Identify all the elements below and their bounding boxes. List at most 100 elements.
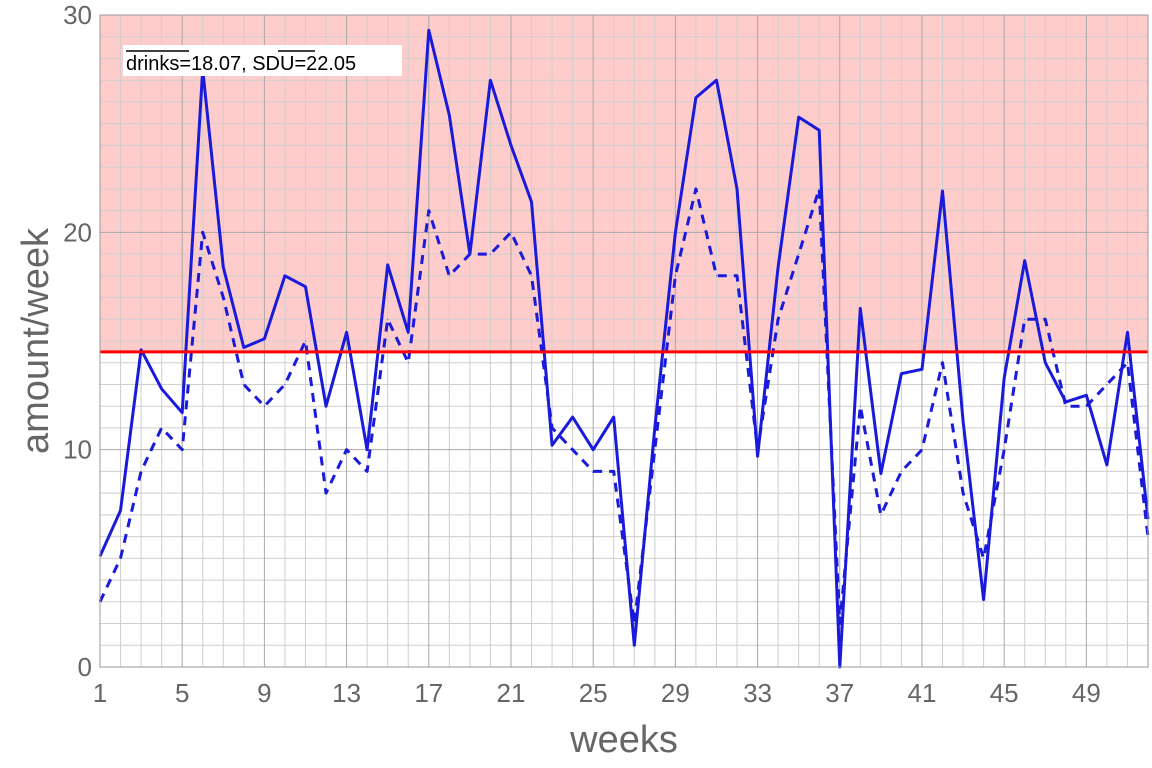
data-point-drinks	[736, 188, 738, 190]
data-point-sdu	[900, 470, 902, 472]
data-point-drinks	[448, 114, 450, 116]
data-point-sdu	[222, 297, 224, 299]
data-point-sdu	[387, 318, 389, 320]
data-point-drinks	[1024, 260, 1026, 262]
data-point-drinks	[489, 79, 491, 81]
y-tick-label: 20	[63, 217, 92, 247]
data-point-drinks	[1126, 331, 1128, 333]
data-point-sdu	[962, 492, 964, 494]
data-point-sdu	[921, 449, 923, 451]
data-point-drinks	[1044, 362, 1046, 364]
x-tick-label: 49	[1072, 678, 1101, 708]
data-point-drinks	[284, 275, 286, 277]
x-tick-label: 21	[497, 678, 526, 708]
data-point-drinks	[983, 599, 985, 601]
data-point-sdu	[531, 275, 533, 277]
x-tick-label: 29	[661, 678, 690, 708]
data-point-sdu	[304, 340, 306, 342]
data-point-sdu	[510, 231, 512, 233]
plot-frame	[99, 14, 1149, 668]
data-point-sdu	[243, 383, 245, 385]
x-axis-ticks: 1 5 9 13 17 21 25 29 33 37 41 45 49	[93, 678, 1101, 708]
data-point-sdu	[983, 557, 985, 559]
y-tick-label: 10	[63, 435, 92, 465]
x-tick-label: 13	[332, 678, 361, 708]
series-line-drinks	[98, 28, 1150, 669]
x-tick-label: 9	[257, 678, 271, 708]
data-point-drinks	[551, 444, 553, 446]
data-point-drinks	[880, 473, 882, 475]
data-point-drinks	[818, 129, 820, 131]
data-point-drinks	[304, 286, 306, 288]
data-point-drinks	[1003, 377, 1005, 379]
data-point-drinks	[531, 201, 533, 203]
data-point-sdu	[1085, 405, 1087, 407]
data-point-sdu	[818, 188, 820, 190]
data-point-drinks	[366, 449, 368, 451]
data-point-sdu	[859, 405, 861, 407]
x-axis-label: weeks	[569, 719, 678, 761]
data-point-sdu	[736, 275, 738, 277]
data-point-sdu	[715, 275, 717, 277]
data-point-drinks	[325, 405, 327, 407]
data-point-sdu	[428, 210, 430, 212]
annotation-text: drinks=18.07, SDU=22.05	[126, 53, 356, 75]
data-point-drinks	[263, 338, 265, 340]
x-tick-label: 1	[93, 678, 107, 708]
data-point-drinks	[757, 455, 759, 457]
data-point-sdu	[366, 470, 368, 472]
x-tick-label: 45	[990, 678, 1019, 708]
data-point-sdu	[572, 449, 574, 451]
data-point-drinks	[222, 266, 224, 268]
data-point-sdu	[777, 318, 779, 320]
annotation-box: drinks=18.07, SDU=22.05	[123, 45, 402, 76]
data-point-drinks	[346, 331, 348, 333]
data-point-drinks	[695, 97, 697, 99]
x-tick-label: 5	[175, 678, 189, 708]
data-point-drinks	[140, 349, 142, 351]
data-point-drinks	[715, 79, 717, 81]
data-point-sdu	[633, 623, 635, 625]
data-point-sdu	[1126, 362, 1128, 364]
data-point-sdu	[469, 253, 471, 255]
data-point-sdu	[551, 427, 553, 429]
x-tick-label: 25	[579, 678, 608, 708]
x-tick-label: 17	[414, 678, 443, 708]
data-point-drinks	[181, 412, 183, 414]
data-point-sdu	[592, 470, 594, 472]
data-point-sdu	[448, 275, 450, 277]
drinks-mean-label: drinks	[126, 53, 179, 75]
data-point-sdu	[140, 470, 142, 472]
data-point-drinks	[613, 416, 615, 418]
data-point-sdu	[489, 253, 491, 255]
data-point-drinks	[900, 373, 902, 375]
data-point-drinks	[798, 116, 800, 118]
y-axis-label: amount/week	[15, 227, 57, 454]
data-point-drinks	[120, 510, 122, 512]
data-point-sdu	[695, 188, 697, 190]
data-point-sdu	[407, 362, 409, 364]
data-point-drinks	[942, 190, 944, 192]
y-tick-label: 30	[63, 0, 92, 30]
data-point-drinks	[633, 644, 635, 646]
data-point-drinks	[1106, 464, 1108, 466]
data-point-sdu	[1003, 449, 1005, 451]
data-point-drinks	[572, 416, 574, 418]
drinks-mean-value: =18.07,	[179, 53, 252, 75]
data-point-drinks	[1085, 394, 1087, 396]
data-point-sdu	[880, 514, 882, 516]
data-point-sdu	[942, 362, 944, 364]
data-point-drinks	[654, 427, 656, 429]
data-point-sdu	[284, 383, 286, 385]
annotation-background	[123, 45, 402, 76]
data-point-sdu	[202, 231, 204, 233]
data-point-drinks	[777, 266, 779, 268]
data-point-sdu	[798, 253, 800, 255]
data-point-drinks	[243, 347, 245, 349]
data-point-drinks	[510, 144, 512, 146]
data-point-sdu	[1024, 318, 1026, 320]
data-point-sdu	[1044, 318, 1046, 320]
data-point-drinks	[962, 420, 964, 422]
data-point-sdu	[1106, 383, 1108, 385]
